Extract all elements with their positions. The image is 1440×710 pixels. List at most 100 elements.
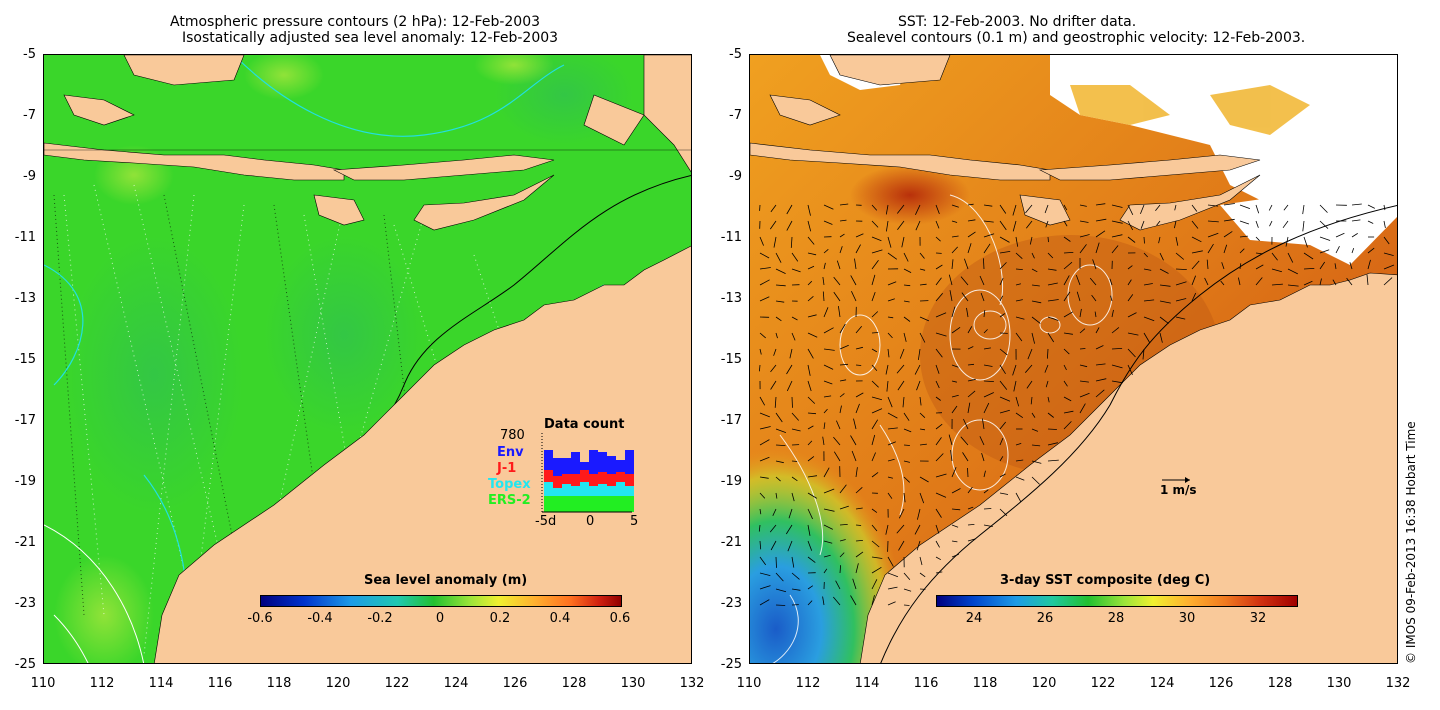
velocity-arrow <box>887 586 898 590</box>
velocity-arrow <box>1319 278 1322 286</box>
velocity-arrow <box>791 428 801 432</box>
velocity-arrow <box>1110 295 1113 302</box>
data-count-bar-segment <box>544 482 553 496</box>
velocity-arrow <box>1030 396 1033 405</box>
velocity-arrow <box>1206 259 1209 270</box>
velocity-arrow <box>855 551 864 558</box>
velocity-arrow <box>1047 316 1059 321</box>
velocity-arrow <box>887 601 896 606</box>
velocity-arrow <box>839 524 848 526</box>
velocity-arrow <box>1283 204 1289 211</box>
velocity-arrow <box>948 434 953 446</box>
velocity-arrow <box>1255 264 1264 270</box>
velocity-arrow <box>1063 348 1070 355</box>
velocity-arrow <box>999 364 1006 375</box>
velocity-arrow <box>887 476 894 479</box>
velocity-arrow <box>1346 277 1353 286</box>
velocity-arrow <box>951 306 956 318</box>
velocity-arrow <box>1079 244 1087 254</box>
velocity-arrow <box>822 291 825 302</box>
indonesia-islands-sla <box>44 55 691 231</box>
left-y-tick: -13 <box>14 291 36 306</box>
velocity-arrow <box>935 453 944 462</box>
velocity-arrow <box>1367 204 1375 209</box>
velocity-arrow <box>807 440 813 446</box>
velocity-arrow <box>919 283 927 286</box>
velocity-arrow <box>967 486 973 494</box>
velocity-arrow <box>807 425 814 430</box>
velocity-arrow <box>823 524 833 530</box>
left-y-tick: -7 <box>23 108 36 123</box>
velocity-arrow <box>999 508 1008 516</box>
velocity-arrow <box>1239 248 1245 254</box>
velocity-arrow <box>1063 252 1074 254</box>
velocity-arrow <box>903 268 912 273</box>
velocity-arrow <box>1207 220 1219 223</box>
data-count-bar-segment <box>625 496 634 512</box>
velocity-arrow <box>1111 348 1123 350</box>
velocity-arrow <box>807 556 816 563</box>
left-x-tick: 118 <box>266 676 292 691</box>
velocity-arrow <box>1044 204 1049 214</box>
velocity-arrow <box>871 579 878 590</box>
velocity-arrow <box>791 572 800 580</box>
velocity-arrow <box>1063 204 1068 211</box>
velocity-arrow <box>935 571 943 574</box>
velocity-arrow <box>980 292 985 302</box>
velocity-arrow <box>807 475 818 478</box>
velocity-arrow <box>1127 220 1134 231</box>
velocity-arrow <box>775 284 786 287</box>
velocity-arrow <box>951 380 957 383</box>
velocity-arrow <box>960 436 969 446</box>
velocity-arrow <box>1047 268 1057 271</box>
velocity-arrow <box>1239 220 1250 225</box>
velocity-arrow <box>1269 220 1273 227</box>
velocity-arrow <box>935 292 944 302</box>
velocity-arrow <box>1143 332 1150 343</box>
velocity-arrow <box>1271 252 1278 261</box>
imos-credit: © IMOS 09-Feb-2013 16:38 Hobart Time <box>1404 421 1418 664</box>
velocity-arrow <box>950 450 953 462</box>
velocity-arrow <box>1159 300 1171 304</box>
velocity-arrow <box>871 396 883 401</box>
velocity-arrow <box>759 439 770 446</box>
velocity-arrow <box>871 204 878 211</box>
velocity-arrow <box>833 291 841 302</box>
left-y-tick: -23 <box>14 596 36 611</box>
velocity-arrow <box>951 405 958 414</box>
velocity-arrow <box>1142 348 1145 360</box>
data-count-bar-segment <box>598 496 607 512</box>
velocity-arrow <box>1095 242 1100 254</box>
velocity-arrow <box>1349 262 1353 270</box>
velocity-arrow <box>1255 204 1260 214</box>
velocity-arrow <box>823 364 834 370</box>
velocity-arrow <box>758 524 761 532</box>
velocity-arrow <box>1095 345 1104 350</box>
velocity-arrow <box>901 236 905 248</box>
velocity-arrow <box>1079 403 1086 414</box>
left-x-tick: 110 <box>30 676 56 691</box>
velocity-arrow <box>1285 236 1289 247</box>
right-x-tick: 114 <box>854 676 880 691</box>
velocity-arrow <box>871 472 879 478</box>
sla-map-panel: Data count 780 Env J-1 Topex ERS-2 -5d 0… <box>43 54 692 664</box>
velocity-arrow <box>839 203 849 206</box>
velocity-arrow <box>896 204 905 214</box>
velocity-arrow <box>919 316 930 322</box>
velocity-arrow <box>1015 396 1020 407</box>
left-x-tick: 120 <box>325 676 351 691</box>
velocity-arrow <box>898 508 905 519</box>
velocity-arrow <box>967 467 969 478</box>
data-count-bar-segment <box>616 472 625 482</box>
velocity-arrow <box>1367 220 1374 224</box>
velocity-arrow <box>914 364 921 375</box>
velocity-arrow <box>775 556 777 568</box>
velocity-arrow <box>1207 243 1214 254</box>
velocity-arrow <box>902 396 905 408</box>
velocity-arrow <box>1175 298 1187 302</box>
left-y-tick: -9 <box>23 169 36 184</box>
velocity-arrow <box>903 476 910 483</box>
velocity-arrow <box>1095 378 1107 382</box>
velocity-arrow <box>1271 268 1283 273</box>
velocity-arrow <box>1047 459 1059 462</box>
